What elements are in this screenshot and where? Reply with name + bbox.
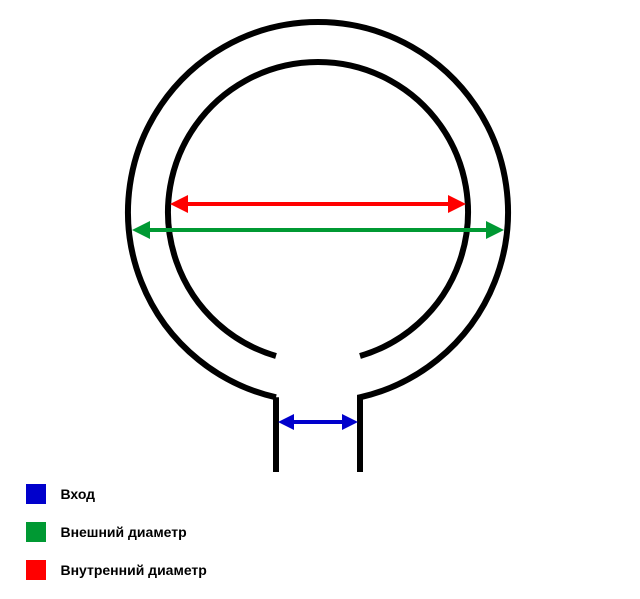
diagram-stage: Вход Внешний диаметр Внутренний диаметр <box>0 0 640 599</box>
legend-swatch-inner <box>26 560 46 580</box>
legend-label-inner: Внутренний диаметр <box>60 562 206 578</box>
legend-label-outer: Внешний диаметр <box>60 524 186 540</box>
arrow-outer <box>132 221 504 239</box>
legend-label-entry: Вход <box>60 486 95 502</box>
legend-swatch-entry <box>26 484 46 504</box>
ring-diagram-svg <box>0 0 640 599</box>
ring-outline <box>128 22 508 472</box>
legend-item-outer: Внешний диаметр <box>26 522 187 542</box>
arrow-inner <box>170 195 466 213</box>
legend-item-inner: Внутренний диаметр <box>26 560 207 580</box>
legend-item-entry: Вход <box>26 484 95 504</box>
arrow-entry <box>278 414 358 430</box>
legend-swatch-outer <box>26 522 46 542</box>
